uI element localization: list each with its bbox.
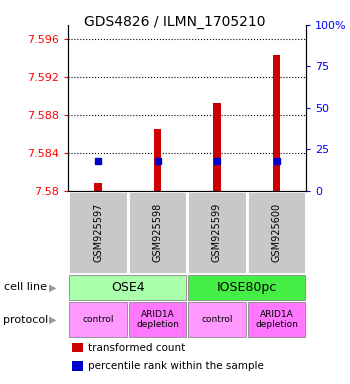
Bar: [72, 343, 83, 353]
Bar: [188, 275, 305, 300]
Text: protocol: protocol: [4, 314, 49, 324]
Text: control: control: [201, 315, 233, 324]
Bar: [69, 275, 186, 300]
Bar: [248, 302, 305, 337]
Bar: [187, 191, 247, 274]
Text: GSM925599: GSM925599: [212, 203, 222, 262]
Bar: [273, 55, 280, 191]
Bar: [129, 302, 186, 337]
Text: percentile rank within the sample: percentile rank within the sample: [89, 361, 264, 371]
Bar: [68, 191, 128, 274]
Text: ARID1A
depletion: ARID1A depletion: [255, 310, 298, 329]
Text: GSM925597: GSM925597: [93, 203, 103, 262]
Bar: [154, 129, 161, 191]
Text: GDS4826 / ILMN_1705210: GDS4826 / ILMN_1705210: [84, 15, 266, 29]
Text: ▶: ▶: [49, 314, 56, 324]
Bar: [247, 191, 306, 274]
Bar: [72, 361, 83, 371]
Text: control: control: [82, 315, 114, 324]
Bar: [128, 191, 187, 274]
Text: GSM925598: GSM925598: [153, 203, 162, 262]
Bar: [213, 103, 221, 191]
Text: transformed count: transformed count: [89, 343, 186, 353]
Bar: [188, 302, 246, 337]
Text: ▶: ▶: [49, 283, 56, 293]
Text: GSM925600: GSM925600: [272, 203, 281, 262]
Text: OSE4: OSE4: [111, 281, 145, 294]
Bar: [94, 183, 102, 191]
Text: IOSE80pc: IOSE80pc: [217, 281, 277, 294]
Bar: [69, 302, 127, 337]
Text: cell line: cell line: [4, 283, 47, 293]
Text: ARID1A
depletion: ARID1A depletion: [136, 310, 179, 329]
